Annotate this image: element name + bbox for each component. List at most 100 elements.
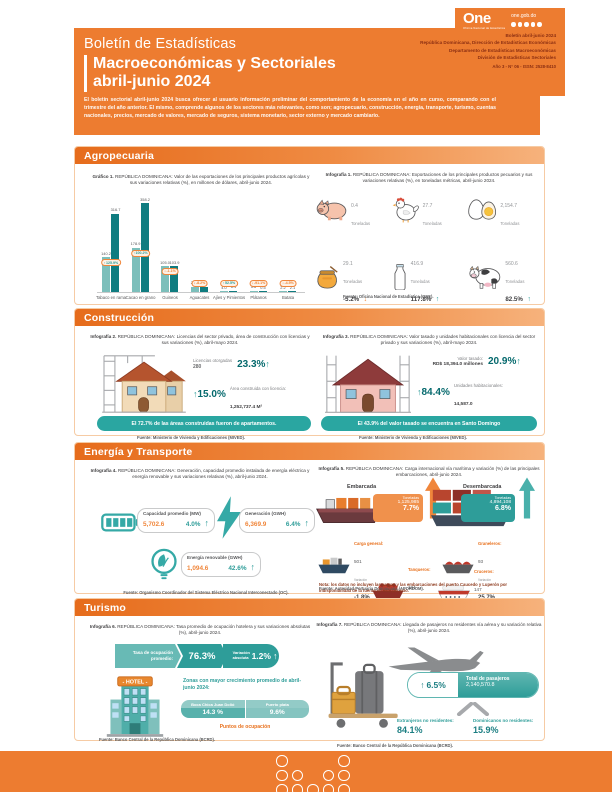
infografia3-caption: Infografía 3. REPÚBLICA DOMINICANA: Valo… [322,334,536,346]
social-icon-5[interactable] [537,22,543,27]
intro-paragraph: El boletín sectorial abril-junio 2024 bu… [84,97,496,120]
hotel-icon: - HOTEL - [105,672,165,743]
footer-dot-pattern [276,755,350,792]
bulletin-period: abril-junio 2024 [93,73,211,91]
credit-line: República Dominicana, Dirección de Estad… [420,40,556,46]
section-header-energia: Energía y Transporte [75,443,544,460]
category-label: Batata [281,295,295,300]
puntos-ocupacion-label: Puntos de ocupación [219,724,271,730]
up-arrow-icon: ↑ [417,386,422,397]
valor-pct: 20.9%↑ [488,356,521,367]
chicken-icon [392,196,420,228]
bar-2024 [140,203,149,292]
generacion-pct: 6.4% [285,520,301,528]
grafico1-caption: Gráfico 1. REPÚBLICA DOMINICANA: Valor d… [92,174,310,186]
section-energia-transporte: Energía y Transporte Infografía 4. REPÚB… [74,442,545,629]
infografia1-caption: Infografía 1. REPÚBLICA DOMINICANA: Expo… [325,172,533,184]
area-value: 1,252,737.4 M² [229,404,263,410]
teal-up-arrow-icon [519,476,535,525]
unidades-value: 14,587.0 [453,402,473,407]
bar-2024 [199,287,208,292]
bar-2023 [220,291,228,292]
zona-puerto-plata: Puerto plata 9.6% [245,700,309,718]
category-label: Ajíes y Pimientos [212,295,246,300]
area-label: Área construida con licencia: [229,385,286,391]
bulletin-title: Macroeconómicas y Sectoriales abril-juni… [84,55,336,92]
social-icons [511,22,543,27]
pig-icon [315,198,348,226]
bar-chart: 140.2 316.7 ↑125.9% Tabaco en rama 178.9… [96,196,305,300]
one-logo-text: One [463,10,491,27]
up-arrow-icon: ↑ [272,651,278,661]
trend-up-icon: ↑ [435,296,440,303]
infografia3-fuente: Fuente: Ministerio de Vivienda y Edifica… [359,435,467,440]
bar-group-tabaco: 140.2 316.7 ↑125.9% Tabaco en rama [96,196,126,300]
up-arrow-icon: ↑ [193,389,198,400]
bulb-icon [149,548,179,585]
social-icon-3[interactable] [524,22,529,27]
bar-value-label: 2.1 [289,284,296,290]
social-icon-2[interactable] [517,22,523,27]
tanker-ship-icon [371,582,405,606]
infografia6-fuente: Fuente: Banco Central de la República Do… [99,737,216,742]
bar-value-label: 140.2 [101,250,111,256]
bar-value-label: 0.5 [260,284,266,290]
bar-2024 [229,290,237,292]
bar-2023 [102,257,110,292]
infografia2-banner: El 72.7% de las áreas construidas fueron… [97,416,311,431]
bar-2024 [288,291,296,292]
one-logo-subtext: Oficina Nacional de Estadística [463,27,506,30]
embarcada-label: Embarcada [347,484,377,490]
dominicanos-stat: Dominicanos no residentes: 15.9% [473,718,534,735]
generacion-value: 6,369.9 [245,520,267,528]
site-url[interactable]: one.gob.do [511,13,537,19]
desembarcada-box: Toneladas 4,894,108 6.8% [461,494,515,522]
up-arrow-icon: ↑ [516,356,521,366]
bar-value-label: 316.7 [110,207,121,213]
bar-2023 [131,247,140,292]
variation-badge: ↓-1.1% [161,267,179,276]
credit-line: División de Estadísticas Sectoriales [477,55,556,61]
valor-label: Valor tasado: [457,356,483,362]
zonas-title: Zonas con mayor crecimiento promedio de … [183,678,302,691]
generacion-label: Generación (GWH) [245,511,286,516]
bar-value-label: 4.0 [221,284,227,290]
bar-group-ajies: 4.0 6.1 ↑52.5% Ajíes y Pimientos [213,196,245,300]
social-icon-4[interactable] [530,22,536,27]
cow-icon [468,265,502,294]
pecuario-item-miel: 29.1 Toneladas -5.2% ↓ [315,252,392,306]
infografia4-panel: Infografía 4. REPÚBLICA DOMINICANA: Gene… [85,460,317,595]
pasajeros-pill: ↑ 6.5% Total de pasajeros 2,140,570.8 [407,672,539,698]
renovable-label: Energía renovable (GWH) [187,555,243,560]
variacion-segment: Variación absoluta 1.2% ↑ [223,644,279,668]
milk-icon [392,263,408,295]
licencias-value: 280 [193,363,202,370]
valor-value: RD$ 18,394.0 millones [432,361,483,367]
desembarcada-label: Desembarcada [463,484,502,490]
bar-2024 [170,266,178,292]
variation-badge: ↓-91.1% [249,279,268,287]
social-icon-1[interactable] [511,22,516,27]
split-chevrons-icon [453,701,493,721]
infografia4-caption: Infografía 4. REPÚBLICA DOMINICANA: Gene… [90,468,310,480]
pecuario-item-huevos: 2,154.7 Toneladas [468,194,545,230]
pasajeros-pct: ↑ 6.5% [408,673,458,697]
bar-group-aguacates: 20.8 19.1 ↓-8.2% Aguacates [186,196,214,300]
bar-group-platanos: 5.6 0.5 ↓-91.1% Plátanos [245,196,273,300]
renovable-value: 1,094.6 [187,564,209,572]
edition-issn: Año 3 - N° 06 - ISSN: 2528-8410 [492,64,556,70]
bar-2024 [111,213,119,292]
section-title: Turismo [84,601,127,614]
renovable-pct: 42.6% [228,564,247,572]
infografia6-caption: Infografía 6. REPÚBLICA DOMINICANA: Tasa… [89,624,311,636]
bar-value-label: 105.0 [160,259,170,265]
grafico1-panel: Gráfico 1. REPÚBLICA DOMINICANA: Valor d… [85,164,317,324]
infografia1-panel: Infografía 1. REPÚBLICA DOMINICANA: Expo… [315,164,545,304]
cargo-ship-icon [315,492,383,531]
infografia5-caption: Infografía 5. REPÚBLICA DOMINICANA: Carg… [318,466,540,478]
pecuario-item-cerdo: 0.4 Toneladas [315,194,392,230]
infografia5-panel: Infografía 5. REPÚBLICA DOMINICANA: Carg… [315,460,545,629]
infografia6-panel: Infografía 6. REPÚBLICA DOMINICANA: Tasa… [85,616,317,743]
infografia1-fuente: Fuente: Oficina Nacional de Estadística … [343,294,434,299]
bar-group-batata: 2.2 2.1 ↓-4.5% Batata [274,196,302,300]
